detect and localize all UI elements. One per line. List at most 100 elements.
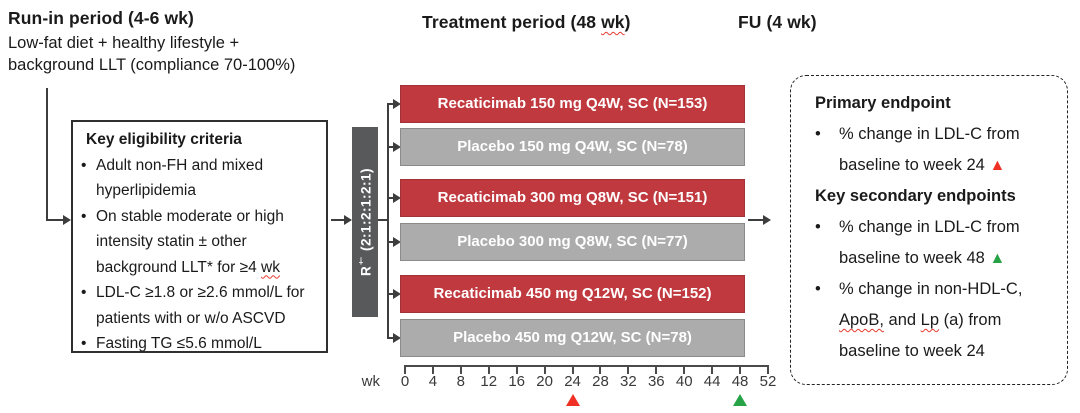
axis-tick-label: 32 [620, 373, 637, 390]
branch-arrowhead-arm2 [393, 142, 401, 152]
eligibility-title: Key eligibility criteria [86, 131, 242, 148]
secondary-endpoint-item: • % change in LDL-C from baseline to wee… [815, 212, 1057, 274]
red-triangle-icon: ▲ [989, 157, 1006, 174]
flow-line-to-randomization [331, 219, 345, 221]
branch-line-arm3 [387, 197, 394, 199]
treatment-title-close: ) [624, 12, 631, 32]
flow-line-vertical [46, 88, 48, 221]
secondary-endpoint-text: % change in non-HDL-C, ApoB, and Lp (a) … [839, 274, 1043, 367]
secondary-endpoint-text-part: % change in LDL-C from baseline to week … [839, 218, 1020, 267]
axis-tick-label: 0 [400, 373, 410, 390]
axis-tick-label: 16 [508, 373, 526, 390]
flow-arrowhead-to-randomization [344, 215, 352, 225]
branch-line-arm1 [387, 103, 394, 105]
week-axis: wk 0 4 8 12 16 20 24 28 32 36 40 44 48 52 [362, 358, 776, 413]
flow-line-horizontal [46, 219, 64, 221]
secondary-endpoint-text-part: (a) from baseline to week 24 [839, 311, 1002, 360]
arm-bar-recaticimab-450: Recaticimab 450 mg Q12W, SC (N=152) [400, 275, 745, 313]
axis-tick [599, 365, 602, 374]
randomization-ratio: (2:1:2:1:2:1) [358, 167, 374, 256]
branch-arrowhead-arm1 [393, 99, 401, 109]
randomization-dagger: † [356, 255, 367, 266]
axis-tick [711, 365, 714, 374]
axis-tick [739, 365, 742, 374]
axis-tick [515, 365, 518, 374]
axis-tick-label: 8 [456, 373, 466, 390]
axis-tick-label: 52 [759, 373, 777, 390]
axis-tick-label: 24 [564, 373, 581, 390]
eligibility-item-text: On stable moderate or high intensity sta… [96, 204, 320, 281]
arm-bar-recaticimab-150: Recaticimab 150 mg Q4W, SC (N=153) [400, 85, 745, 123]
eligibility-item-text-part: On stable moderate or high intensity sta… [96, 207, 284, 276]
branch-arrowhead-arm4 [393, 237, 401, 247]
arm-bar-recaticimab-300: Recaticimab 300 mg Q8W, SC (N=151) [400, 179, 745, 217]
bullet-icon: • [81, 335, 87, 352]
branch-line-arm4 [387, 241, 394, 243]
flow-arrowhead-into-box [63, 215, 71, 225]
run-in-description-line2: background LLT (compliance 70-100%) [8, 56, 296, 74]
eligibility-item: • On stable moderate or high intensity s… [81, 204, 320, 281]
secondary-endpoints-title: Key secondary endpoints [815, 187, 1016, 205]
branch-arrowhead-arm6 [393, 333, 401, 343]
arm-bar-placebo-450: Placebo 450 mg Q12W, SC (N=78) [400, 319, 745, 357]
axis-tick-label: 36 [647, 373, 665, 390]
primary-endpoint-text: % change in LDL-C from baseline to week … [839, 119, 1043, 181]
primary-endpoint-text-part: % change in LDL-C from baseline to week … [839, 125, 1020, 174]
branch-arrowhead-arm3 [393, 193, 401, 203]
eligibility-item-text: Adult non-FH and mixed hyperlipidemia [96, 156, 264, 200]
eligibility-item: • Fasting TG ≤5.6 mmol/L [81, 331, 320, 357]
axis-unit-label: wk [361, 373, 380, 390]
primary-endpoint-item: • % change in LDL-C from baseline to wee… [815, 119, 1057, 181]
bullet-icon: • [815, 125, 821, 143]
treatment-title-wavy-word: wk [601, 12, 625, 32]
secondary-endpoint-text-part: % change in non-HDL-C, [839, 280, 1023, 298]
axis-tick-label: 40 [675, 373, 693, 390]
follow-up-title: FU (4 wk) [738, 12, 817, 32]
axis-tick-label: 44 [703, 373, 721, 390]
axis-tick-label: 4 [428, 373, 438, 390]
axis-tick [404, 365, 406, 374]
arm-bar-placebo-300: Placebo 300 mg Q8W, SC (N=77) [400, 223, 745, 261]
branch-connector [378, 219, 388, 221]
endpoint-wavy-word-lp: Lp [920, 311, 940, 329]
branch-line-arm6 [387, 337, 394, 339]
axis-tick-label: 48 [731, 373, 749, 390]
randomization-label: R† (2:1:2:1:2:1) [356, 168, 374, 276]
bullet-icon: • [815, 218, 821, 236]
primary-endpoint-title: Primary endpoint [815, 94, 951, 112]
flow-line-to-endpoints [748, 219, 764, 221]
week-24-marker [565, 394, 580, 406]
axis-tick [571, 365, 574, 374]
axis-tick [431, 365, 434, 374]
axis-tick [459, 365, 462, 374]
randomization-r: R [358, 265, 374, 277]
bullet-icon: • [81, 207, 87, 225]
arm-bar-placebo-150: Placebo 150 mg Q4W, SC (N=78) [400, 128, 745, 166]
bullet-icon: • [815, 280, 821, 298]
axis-tick [767, 365, 769, 374]
run-in-period-title: Run-in period (4-6 wk) [8, 8, 194, 28]
axis-tick [543, 365, 546, 374]
eligibility-item-text: LDL-C ≥1.8 or ≥2.6 mmol/L for patients w… [96, 284, 305, 327]
branch-line-arm5 [387, 293, 394, 295]
axis-tick-label: 20 [536, 373, 553, 390]
secondary-endpoint-item: • % change in non-HDL-C, ApoB, and Lp (a… [815, 274, 1057, 367]
secondary-endpoint-text-part: and [883, 311, 921, 329]
eligibility-item-text: Fasting TG ≤5.6 mmol/L [96, 335, 262, 352]
endpoints-box: Primary endpoint • % change in LDL-C fro… [790, 75, 1068, 385]
branch-arrowhead-arm5 [393, 289, 401, 299]
endpoint-wavy-word-apob: ApoB, [839, 311, 884, 329]
axis-tick [627, 365, 630, 374]
run-in-description-line1: Low-fat diet + healthy lifestyle + [8, 34, 240, 52]
branch-line-arm2 [387, 146, 394, 148]
secondary-endpoint-text: % change in LDL-C from baseline to week … [839, 212, 1043, 274]
flow-arrowhead-to-endpoints [763, 215, 771, 225]
green-triangle-icon: ▲ [989, 250, 1006, 267]
axis-tick [683, 365, 686, 374]
axis-tick [487, 365, 490, 374]
branch-trunk [387, 103, 389, 339]
eligibility-item: • LDL-C ≥1.8 or ≥2.6 mmol/L for patients… [81, 280, 320, 331]
week-48-marker [733, 394, 748, 406]
bullet-icon: • [81, 156, 87, 174]
